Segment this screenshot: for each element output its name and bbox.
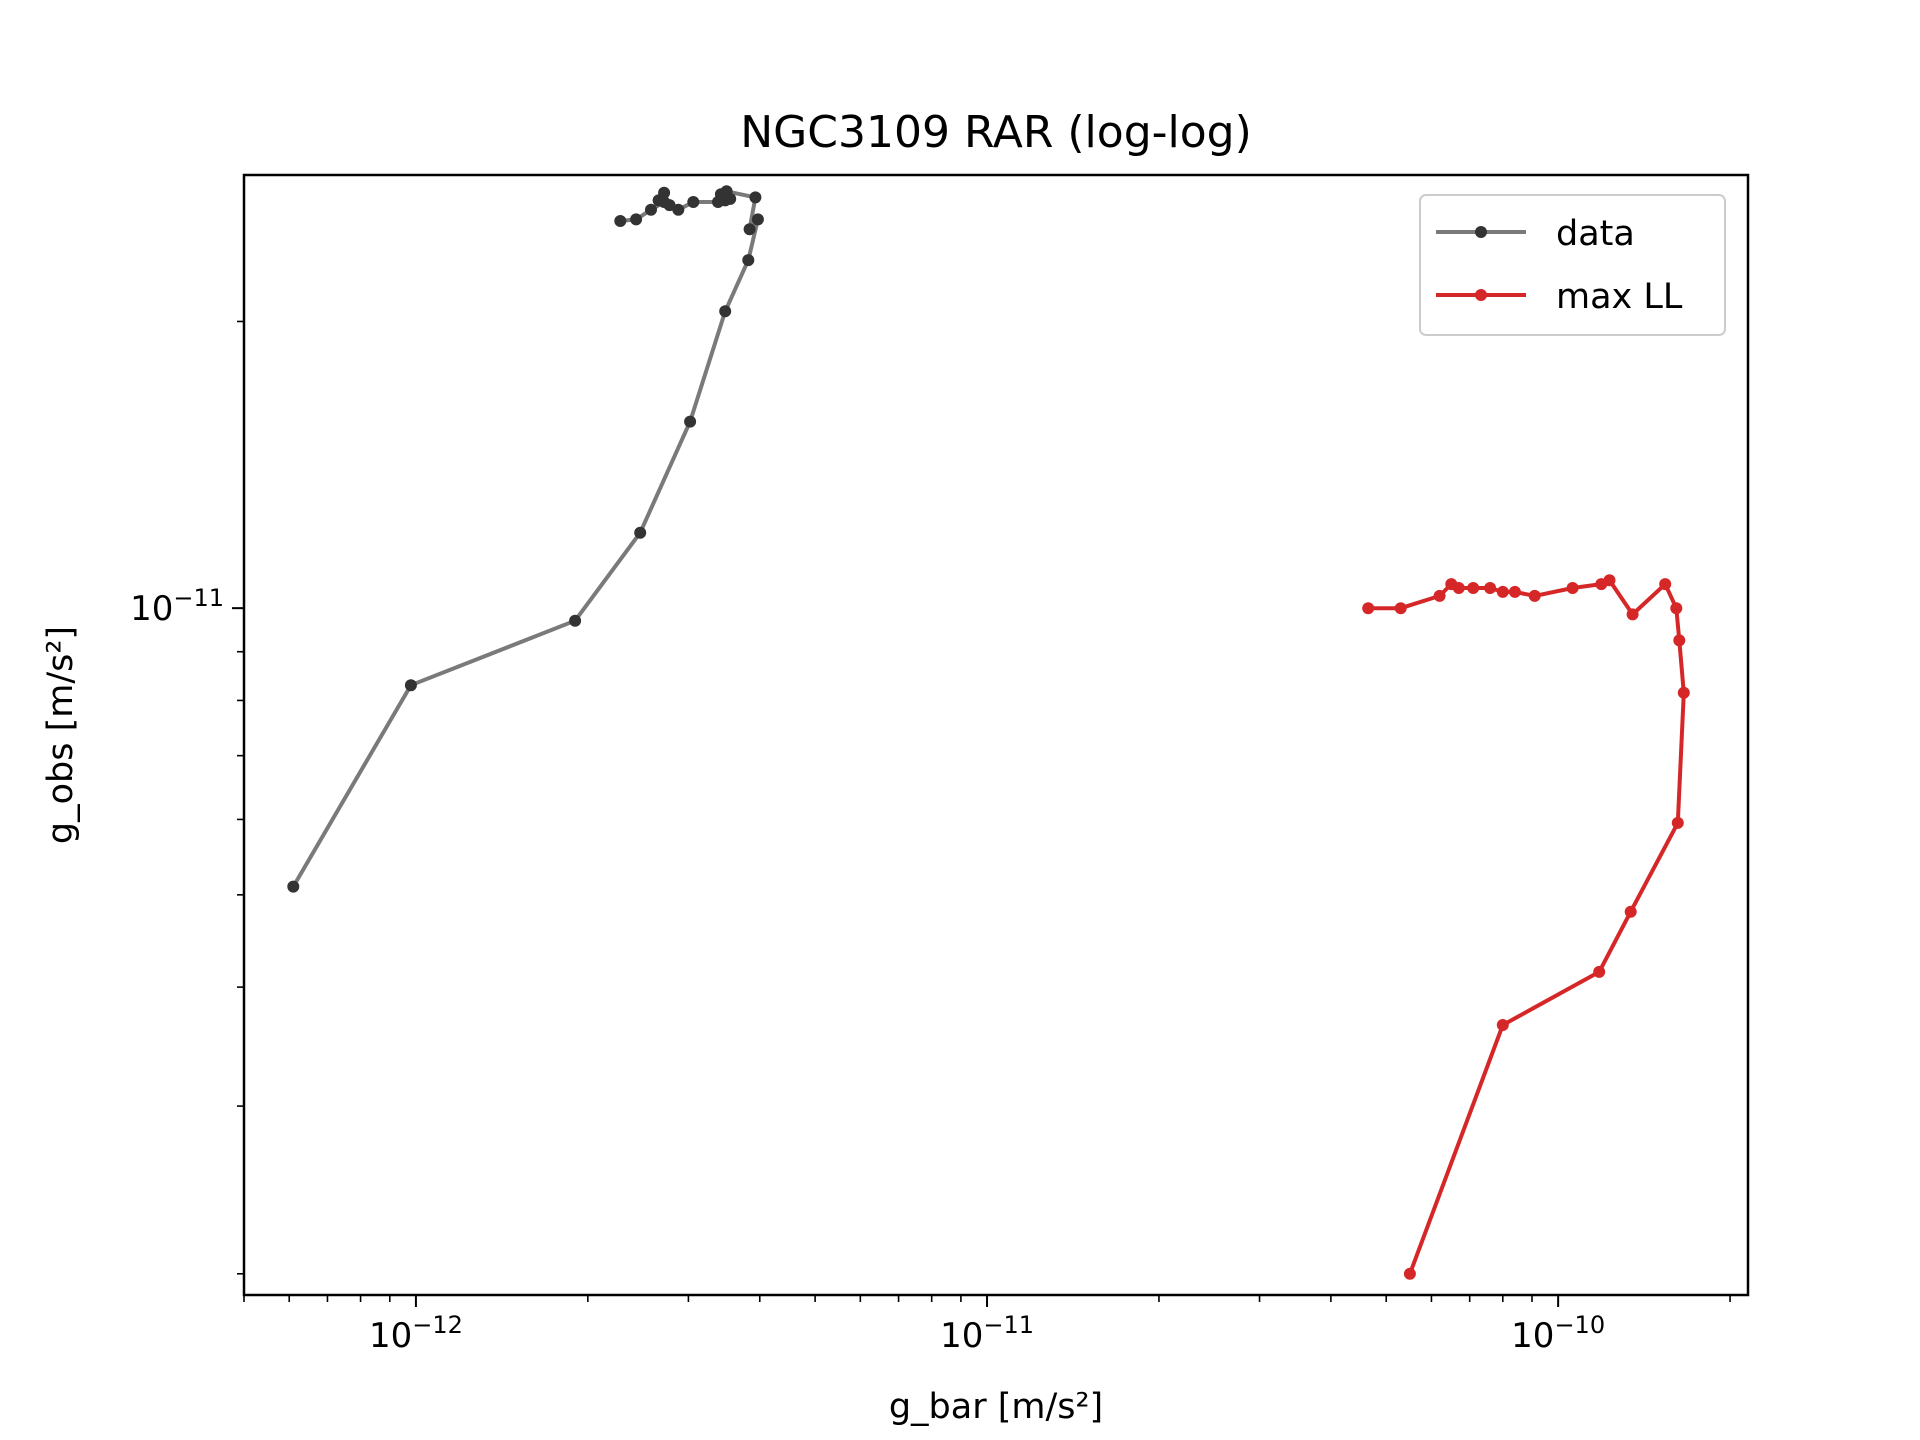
- data-point-data: [684, 415, 697, 428]
- x-tick-label: 10−11: [940, 1311, 1034, 1356]
- y-axis-label: g_obs [m/s²]: [41, 626, 81, 844]
- data-point-data: [719, 305, 732, 318]
- data-point-max-ll: [1593, 965, 1606, 978]
- data-point-max-ll: [1445, 578, 1458, 591]
- data-point-max-ll: [1595, 578, 1608, 591]
- data-point-max-ll: [1528, 589, 1541, 602]
- x-axis-label: g_bar [m/s²]: [889, 1387, 1103, 1427]
- legend-marker-max-ll: [1475, 289, 1487, 301]
- data-point-data: [687, 196, 700, 208]
- data-point-max-ll: [1496, 585, 1509, 598]
- data-point-max-ll: [1673, 634, 1686, 647]
- data-point-max-ll: [1677, 686, 1690, 699]
- legend-label-data: data: [1556, 214, 1635, 254]
- y-tick-label: 10−11: [130, 584, 224, 629]
- data-point-max-ll: [1508, 585, 1521, 598]
- data-point-max-ll: [1362, 602, 1375, 615]
- series-line-data: [291, 189, 760, 888]
- data-point-data: [404, 679, 417, 692]
- legend: data max LL: [1419, 194, 1726, 336]
- data-point-data: [743, 223, 756, 236]
- data-point-data: [287, 880, 300, 893]
- chart-title: NGC3109 RAR (log-log): [740, 107, 1252, 158]
- x-axis: 10−12 10−11 10−10: [243, 1295, 1731, 1356]
- data-point-max-ll: [1484, 582, 1497, 594]
- data-point-max-ll: [1566, 582, 1579, 594]
- series-line-max-ll: [1368, 578, 1686, 1275]
- data-point-max-ll: [1403, 1267, 1416, 1280]
- data-point-data: [614, 215, 627, 227]
- data-point-max-ll: [1433, 589, 1446, 602]
- data-point-max-ll: [1626, 608, 1639, 621]
- data-point-max-ll: [1496, 1019, 1509, 1031]
- data-point-max-ll: [1670, 602, 1683, 615]
- y-axis: 10−11: [130, 320, 244, 1275]
- legend-label-max-ll: max LL: [1556, 277, 1683, 317]
- data-point-data: [630, 213, 643, 226]
- data-point-data: [749, 191, 762, 204]
- data-point-data: [569, 614, 582, 627]
- data-point-data: [742, 254, 755, 267]
- data-point-max-ll: [1659, 578, 1672, 591]
- data-point-max-ll: [1394, 602, 1407, 615]
- x-tick-label: 10−12: [369, 1311, 463, 1356]
- plot-frame: [242, 173, 1750, 1297]
- data-point-max-ll: [1671, 816, 1684, 829]
- data-point-data: [658, 196, 671, 208]
- data-point-max-ll: [1624, 905, 1637, 918]
- data-point-data: [645, 203, 657, 216]
- data-point-data: [751, 213, 764, 226]
- plot-area: [287, 185, 1690, 1280]
- data-point-max-ll: [1467, 582, 1480, 594]
- data-point-data: [634, 526, 647, 539]
- data-point-data: [712, 196, 724, 208]
- legend-marker-data: [1475, 226, 1487, 238]
- x-tick-label: 10−10: [1511, 1311, 1605, 1356]
- data-point-data: [672, 203, 685, 216]
